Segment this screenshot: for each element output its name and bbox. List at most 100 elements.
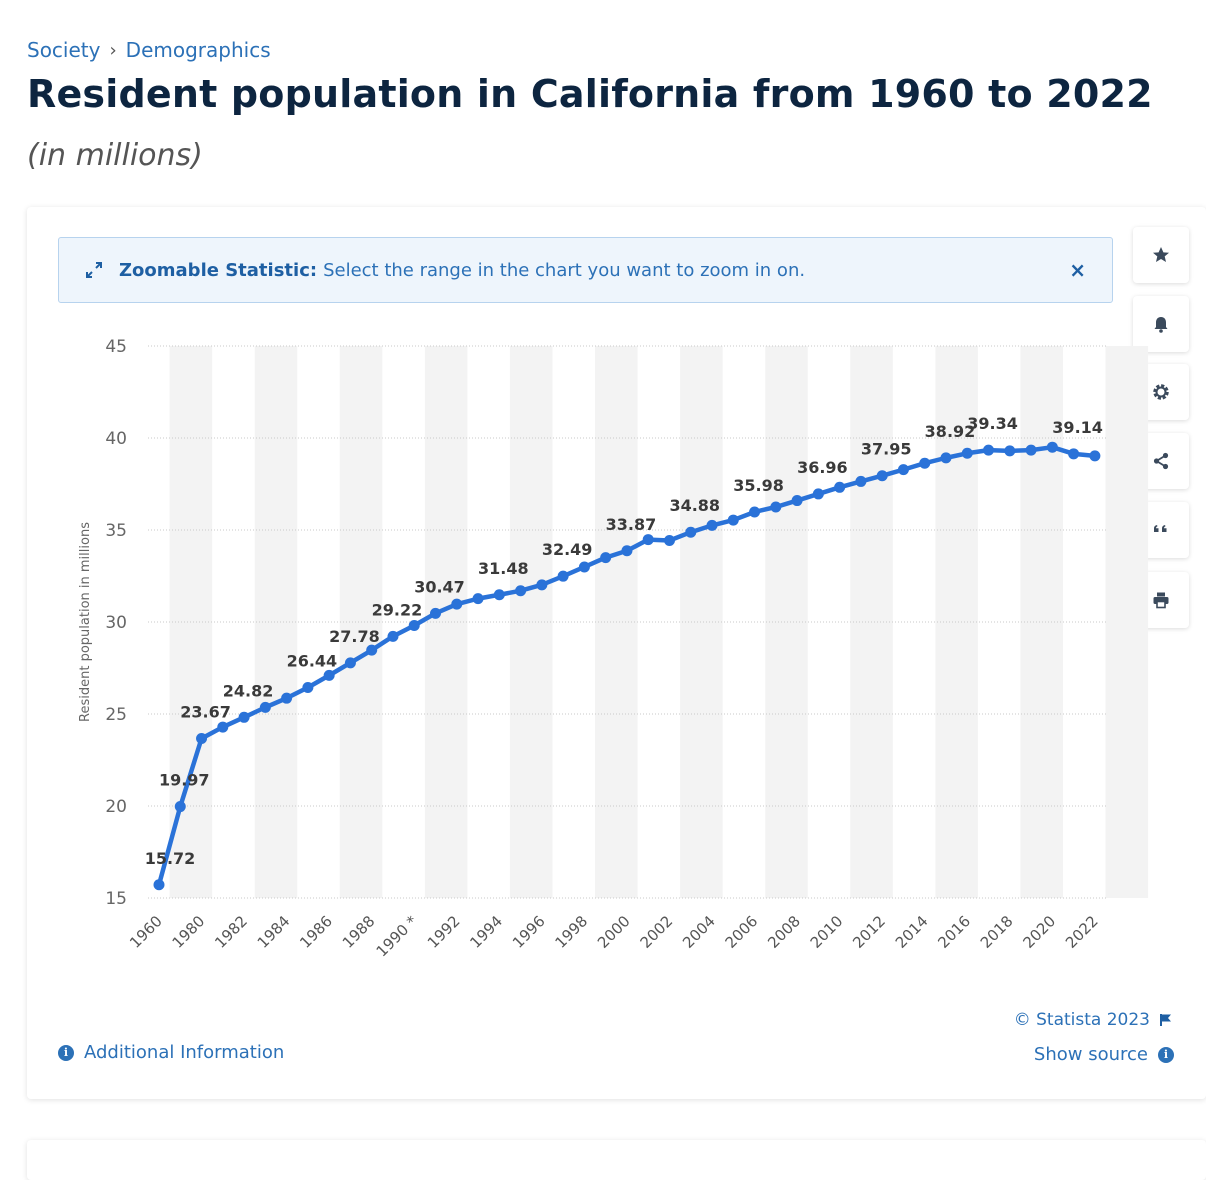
data-label: 33.87 [606, 515, 657, 534]
line-chart[interactable]: 15 20 25 30 35 40 45 Resident population in mil… [0, 0, 1206, 1000]
additional-information-link[interactable]: i Additional Information [58, 1042, 284, 1063]
x-tick-label: 2014 [892, 912, 932, 952]
x-tick-label: 2016 [934, 912, 974, 952]
x-tick-label: 2004 [679, 912, 719, 952]
x-tick-label: 1984 [254, 912, 294, 952]
data-point [1025, 444, 1037, 456]
copyright: © Statista 2023 [1014, 1010, 1172, 1030]
breadcrumb-separator: › [109, 39, 117, 61]
data-point [1004, 445, 1016, 457]
data-point [663, 534, 675, 546]
x-tick-label: 1980 [169, 912, 209, 952]
y-tick-label: 20 [105, 797, 127, 817]
show-source-link[interactable]: Show source i [1034, 1044, 1174, 1065]
flag-icon[interactable] [1160, 1013, 1172, 1027]
chart-band [765, 346, 808, 898]
data-point [451, 598, 463, 610]
data-point [408, 619, 420, 631]
x-tick-label: 2022 [1062, 912, 1102, 952]
close-icon[interactable]: × [1069, 258, 1086, 282]
favorite-button[interactable] [1133, 227, 1189, 283]
data-label: 26.44 [287, 652, 338, 671]
data-point [855, 475, 867, 487]
data-point [281, 692, 293, 704]
data-point [302, 682, 314, 694]
page-title: Resident population in California from 1… [27, 72, 1153, 116]
data-label: 39.14 [1052, 418, 1103, 437]
star-icon [1153, 247, 1169, 262]
data-point [834, 481, 846, 493]
x-tick-label: 2012 [849, 912, 889, 952]
data-point [217, 721, 229, 733]
show-source-label: Show source [1033, 1044, 1148, 1065]
quote-icon [1154, 525, 1167, 532]
data-point [344, 657, 356, 669]
data-point [685, 526, 697, 538]
data-label: 36.96 [797, 458, 848, 477]
page-subtitle: (in millions) [27, 138, 203, 173]
data-point [578, 561, 590, 573]
data-label: 24.82 [223, 681, 274, 700]
data-point [600, 552, 612, 564]
data-point [557, 570, 569, 582]
copyright-text: © Statista 2023 [1013, 1010, 1150, 1030]
data-point [472, 593, 484, 605]
breadcrumb-demographics[interactable]: Demographics [125, 38, 271, 62]
data-point [749, 506, 761, 518]
gear-icon [1153, 384, 1169, 400]
data-point [366, 644, 378, 656]
data-point [1089, 450, 1101, 462]
y-tick-label: 45 [105, 337, 127, 357]
x-tick-label: 2006 [722, 912, 762, 952]
next-card [27, 1140, 1206, 1180]
data-point [238, 711, 250, 723]
breadcrumb-society[interactable]: Society [27, 38, 101, 62]
x-tick-label: 2018 [977, 912, 1017, 952]
x-tick-label: 1988 [339, 912, 379, 952]
data-point [259, 701, 271, 713]
data-point [1046, 441, 1058, 453]
data-label: 19.97 [159, 771, 210, 790]
chart-band [680, 346, 723, 898]
bell-icon [1154, 317, 1168, 333]
data-point [1068, 448, 1080, 460]
x-tick-label: 2010 [807, 912, 847, 952]
data-point [174, 801, 186, 813]
data-point [153, 879, 165, 891]
notification-button[interactable] [1133, 296, 1189, 352]
data-point [770, 501, 782, 513]
breadcrumb: Society › Demographics [27, 38, 271, 62]
data-label: 23.67 [180, 702, 231, 721]
x-tick-label: 1982 [211, 912, 251, 952]
zoom-banner: Zoomable Statistic: Select the range in … [58, 237, 1113, 303]
x-tick-label: 2002 [637, 912, 677, 952]
zoom-banner-label: Zoomable Statistic: [119, 259, 318, 281]
x-tick-label: 1960 [126, 912, 166, 952]
data-point [727, 514, 739, 526]
data-label: 15.72 [145, 849, 196, 868]
info-icon: i [58, 1044, 74, 1061]
x-tick-label: 1996 [509, 912, 549, 952]
data-point [430, 607, 442, 619]
x-tick-label: 2000 [594, 912, 634, 952]
x-tick-label: 2020 [1019, 912, 1059, 952]
data-label: 35.98 [733, 476, 784, 495]
x-tick-label: 1994 [466, 912, 506, 952]
data-label: 27.78 [329, 627, 380, 646]
data-label: 29.22 [372, 600, 423, 619]
data-point [642, 534, 654, 546]
y-tick-label: 15 [105, 889, 127, 909]
data-point [515, 585, 527, 597]
chart-band [509, 346, 553, 898]
chart-band [1105, 346, 1149, 898]
y-tick-label: 40 [105, 429, 127, 449]
print-icon [1153, 592, 1169, 609]
x-tick-label: 1990 * [373, 912, 422, 961]
data-point [791, 495, 803, 507]
additional-information-label: Additional Information [84, 1042, 285, 1063]
data-point [196, 732, 208, 744]
y-tick-label: 30 [105, 613, 127, 633]
data-point [323, 669, 335, 681]
data-point [621, 545, 633, 557]
share-icon [1153, 452, 1169, 470]
